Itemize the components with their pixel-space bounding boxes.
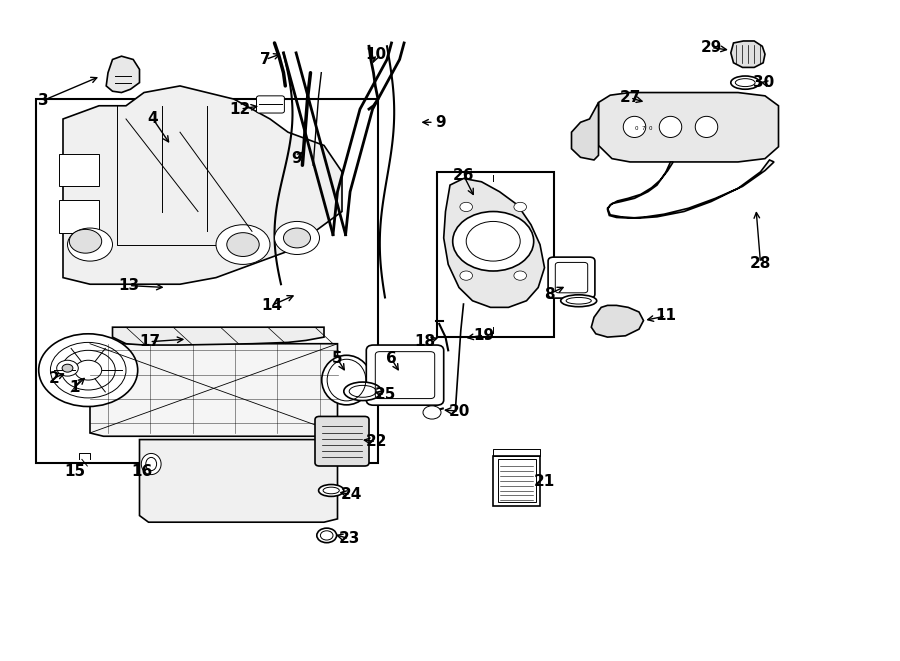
PathPatch shape: [444, 178, 544, 307]
Text: 12: 12: [230, 102, 251, 116]
PathPatch shape: [598, 93, 778, 162]
Text: 2: 2: [49, 371, 59, 385]
Circle shape: [460, 271, 473, 280]
Text: 26: 26: [453, 168, 474, 182]
Text: 7: 7: [260, 52, 271, 67]
Bar: [436, 172, 554, 337]
Circle shape: [216, 225, 270, 264]
Text: 19: 19: [473, 328, 495, 342]
Text: 4: 4: [148, 112, 158, 126]
Text: 29: 29: [700, 40, 722, 55]
Text: 25: 25: [374, 387, 396, 402]
Text: 5: 5: [332, 352, 343, 366]
PathPatch shape: [608, 160, 774, 218]
Bar: [498, 459, 536, 502]
Circle shape: [514, 202, 526, 212]
Circle shape: [460, 202, 473, 212]
Ellipse shape: [322, 355, 371, 405]
FancyBboxPatch shape: [548, 257, 595, 298]
Text: 24: 24: [340, 487, 362, 502]
PathPatch shape: [572, 102, 598, 160]
Text: 15: 15: [64, 464, 86, 479]
Circle shape: [57, 360, 78, 376]
Text: 16: 16: [131, 464, 153, 479]
Text: 27: 27: [619, 91, 641, 105]
Text: 8: 8: [544, 287, 554, 301]
Circle shape: [453, 212, 534, 271]
PathPatch shape: [731, 41, 765, 67]
Text: 1: 1: [69, 380, 80, 395]
FancyBboxPatch shape: [59, 200, 99, 233]
PathPatch shape: [140, 440, 338, 522]
FancyBboxPatch shape: [366, 345, 444, 405]
Ellipse shape: [141, 453, 161, 475]
Circle shape: [514, 271, 526, 280]
Ellipse shape: [731, 76, 760, 89]
Text: 14: 14: [261, 298, 283, 313]
Circle shape: [284, 228, 310, 248]
Text: 23: 23: [338, 531, 360, 546]
Bar: [36, 99, 378, 463]
Circle shape: [39, 334, 138, 407]
FancyBboxPatch shape: [315, 416, 369, 466]
Text: 9: 9: [436, 115, 446, 130]
Circle shape: [423, 406, 441, 419]
Bar: [493, 456, 540, 506]
Circle shape: [227, 233, 259, 256]
Text: 10: 10: [365, 47, 387, 61]
Ellipse shape: [623, 116, 646, 137]
Text: 21: 21: [534, 474, 555, 488]
Text: 28: 28: [750, 256, 771, 270]
Text: 17: 17: [139, 334, 160, 349]
Circle shape: [68, 228, 112, 261]
PathPatch shape: [106, 56, 140, 93]
PathPatch shape: [591, 305, 644, 337]
Text: 0  7  0: 0 7 0: [634, 126, 652, 131]
Ellipse shape: [344, 382, 382, 401]
PathPatch shape: [90, 344, 338, 436]
Text: 30: 30: [752, 75, 774, 90]
Ellipse shape: [659, 116, 682, 137]
Text: 13: 13: [118, 278, 140, 293]
Ellipse shape: [319, 485, 344, 496]
Text: 6: 6: [386, 352, 397, 366]
Circle shape: [69, 229, 102, 253]
Circle shape: [62, 364, 73, 372]
FancyBboxPatch shape: [256, 96, 284, 113]
Text: 22: 22: [365, 434, 387, 449]
PathPatch shape: [112, 327, 324, 345]
Text: 11: 11: [655, 309, 677, 323]
Text: 9: 9: [292, 151, 302, 166]
Text: 3: 3: [38, 93, 49, 108]
Circle shape: [274, 221, 320, 254]
Ellipse shape: [317, 528, 337, 543]
Text: 18: 18: [414, 334, 436, 349]
Text: 20: 20: [448, 404, 470, 418]
PathPatch shape: [63, 86, 342, 284]
Ellipse shape: [561, 295, 597, 307]
Ellipse shape: [695, 116, 718, 137]
FancyBboxPatch shape: [59, 154, 99, 186]
